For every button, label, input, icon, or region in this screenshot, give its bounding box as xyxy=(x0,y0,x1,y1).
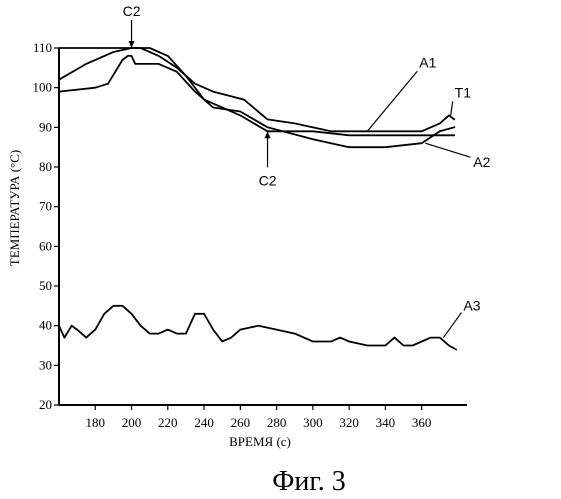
series-line-a1 xyxy=(59,48,454,131)
y-ticks: 20 30 40 50 60 70 80 90 100 110 xyxy=(33,40,60,412)
series-line-t1 xyxy=(59,48,454,135)
annotation-label: T1 xyxy=(455,84,472,100)
annotation-label: C2 xyxy=(259,172,277,188)
x-tick-label: 320 xyxy=(339,415,359,430)
x-tick-label: 240 xyxy=(194,415,214,430)
x-tick-label: 180 xyxy=(86,415,106,430)
y-tick-label: 80 xyxy=(39,159,52,174)
x-tick-label: 340 xyxy=(376,415,396,430)
x-axis-title: ВРЕМЯ (с) xyxy=(229,434,291,449)
y-tick-label: 100 xyxy=(33,80,53,95)
annotation-leader xyxy=(443,313,461,338)
y-axis-title: ТЕМПЕРАТУРА (°C) xyxy=(7,150,22,266)
annotation-label: C2 xyxy=(123,3,141,19)
series-line-a3 xyxy=(59,306,456,350)
plot-frame xyxy=(59,48,467,405)
y-tick-label: 70 xyxy=(39,199,52,214)
annotation-leader xyxy=(367,71,417,131)
annotations: C2 C2 A1 T1 A2 A3 xyxy=(123,3,491,338)
x-tick-label: 280 xyxy=(267,415,287,430)
y-tick-label: 20 xyxy=(39,397,52,412)
annotation-leader xyxy=(451,101,453,115)
annotation-arrow xyxy=(129,41,135,48)
annotation-leader xyxy=(425,143,470,157)
annotation-label: A2 xyxy=(473,154,490,170)
x-tick-label: 220 xyxy=(158,415,178,430)
annotation-label: A3 xyxy=(463,298,480,314)
x-ticks: 180 200 220 240 260 280 300 320 340 360 xyxy=(86,405,432,430)
x-tick-label: 300 xyxy=(303,415,323,430)
series-line-a2 xyxy=(59,56,454,147)
y-tick-label: 110 xyxy=(33,40,52,55)
x-tick-label: 260 xyxy=(231,415,251,430)
x-tick-label: 200 xyxy=(122,415,142,430)
figure-caption: Фиг. 3 xyxy=(272,466,345,497)
series-group xyxy=(59,48,456,350)
x-tick-label: 360 xyxy=(412,415,432,430)
y-tick-label: 90 xyxy=(39,119,52,134)
y-tick-label: 30 xyxy=(39,357,52,372)
y-tick-label: 40 xyxy=(39,318,52,333)
y-tick-label: 50 xyxy=(39,278,52,293)
annotation-label: A1 xyxy=(419,54,436,70)
annotation-arrow xyxy=(265,131,271,138)
y-tick-label: 60 xyxy=(39,238,52,253)
